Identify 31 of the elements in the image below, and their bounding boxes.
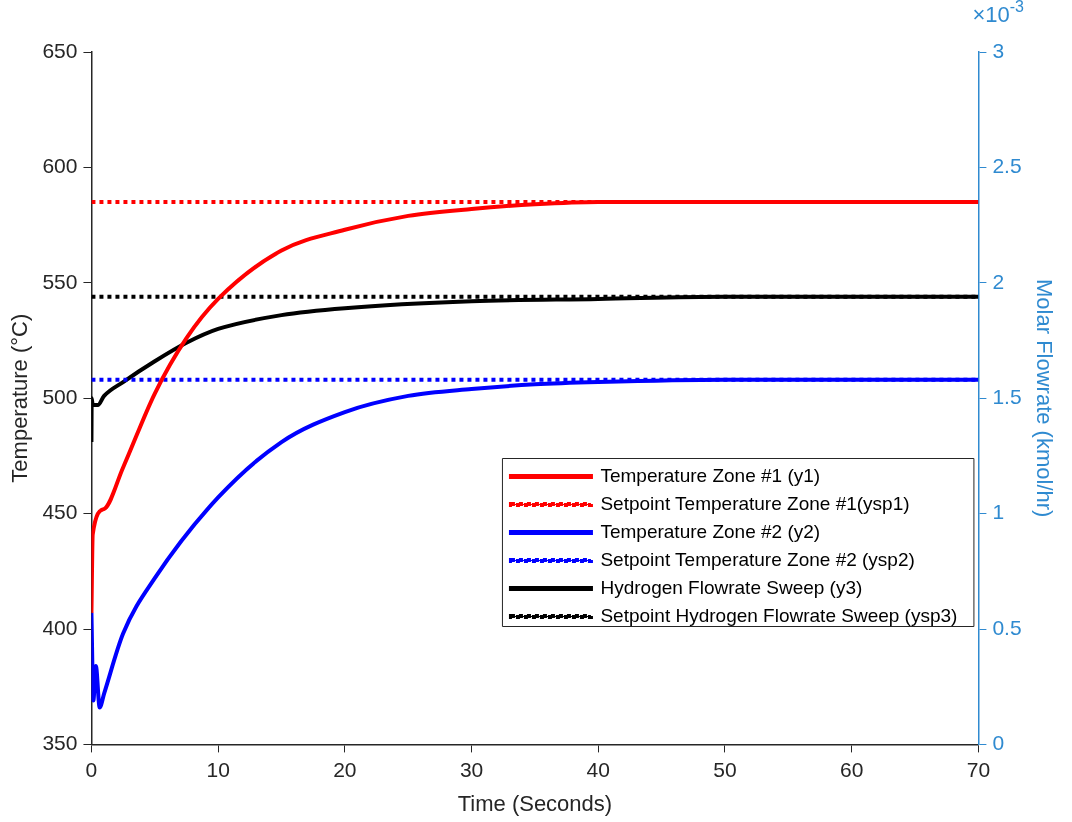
x-tick-label: 70 (966, 757, 991, 781)
legend-label: Setpoint Temperature Zone #1(ysp1) (600, 492, 910, 514)
y2-axis-title: Molar Flowrate (kmol/hr) (1031, 279, 1057, 518)
legend-label: Hydrogen Flowrate Sweep (y3) (600, 576, 863, 598)
y-tick-label: 350 (42, 731, 78, 755)
y2-tick-label: 1 (992, 500, 1005, 524)
y2-tick-label: 2 (992, 269, 1005, 293)
x-tick-label: 60 (840, 757, 864, 781)
x-tick-label: 40 (586, 757, 610, 781)
x-tick-label: 50 (713, 757, 737, 781)
x-tick-label: 0 (85, 757, 98, 781)
x-tick-label: 10 (206, 757, 230, 781)
y2-tick-label: 0 (992, 731, 1005, 755)
y2-tick-label: 1.5 (992, 385, 1022, 408)
y-axis-title: Temperature (°C) (7, 313, 33, 483)
y-tick-label: 600 (42, 154, 78, 178)
y2-tick-label: 2.5 (992, 154, 1022, 178)
y2-tick-label: 0.5 (992, 615, 1022, 639)
x-tick-label: 30 (459, 757, 484, 781)
legend-label: Temperature Zone #1 (y1) (600, 464, 821, 486)
y2-tick-label: 3 (992, 38, 1005, 62)
legend-label: Temperature Zone #2 (y2) (600, 520, 821, 542)
y-tick-label: 550 (42, 269, 78, 293)
y-tick-label: 400 (42, 615, 78, 639)
legend-label: Setpoint Hydrogen Flowrate Sweep (ysp3) (600, 604, 958, 626)
y-tick-label: 450 (42, 500, 78, 524)
x-tick-label: 20 (333, 757, 357, 781)
legend-label: Setpoint Temperature Zone #2 (ysp2) (600, 548, 915, 570)
x-axis-title: Time (Seconds) (457, 790, 613, 816)
y-tick-label: 500 (42, 385, 78, 408)
y-tick-label: 650 (42, 38, 78, 62)
